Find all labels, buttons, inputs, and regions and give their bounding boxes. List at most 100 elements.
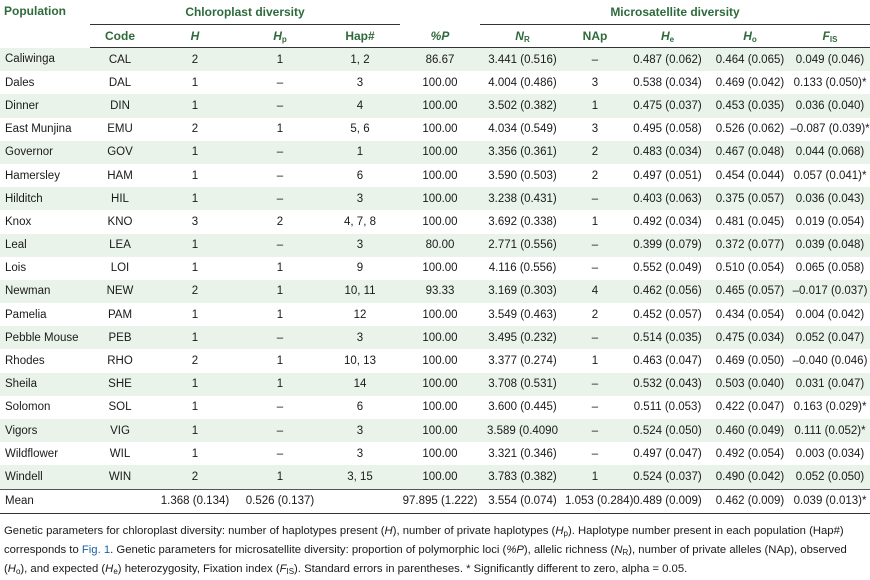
- cell-fis: 0.163 (0.029)*: [793, 401, 867, 414]
- cell-he: 0.524 (0.050): [625, 419, 710, 443]
- cell-fis: –0.087 (0.039)*: [790, 123, 870, 136]
- cell-fis: –0.040 (0.046): [792, 355, 868, 368]
- cell-hp: 1: [240, 279, 320, 304]
- cell-code: LEA: [90, 233, 150, 257]
- cell-nap: 1: [591, 355, 599, 368]
- cell-ho: 0.465 (0.057): [710, 279, 790, 304]
- cell-ho: 0.375 (0.057): [710, 187, 790, 211]
- cell-hp: –: [276, 401, 284, 414]
- mean-h: 1.368 (0.134): [150, 488, 240, 514]
- cell-nr: 3.549 (0.463): [488, 308, 557, 321]
- cell-nr: 4.034 (0.549): [488, 123, 557, 136]
- cell-population: Rhodes: [5, 355, 45, 368]
- cell-pct-p: 100.00: [422, 355, 458, 368]
- cell-population: Dinner: [0, 94, 90, 118]
- cell-h: 1: [191, 447, 199, 460]
- table-row: Newman NEW 2 1 10, 11 93.33 3.169 (0.303) 4 0.46…: [0, 279, 870, 304]
- cell-pct-p: 100.00: [422, 447, 458, 460]
- header-pct-p: %P: [400, 24, 480, 48]
- cell-fis: 0.044 (0.068): [790, 140, 870, 164]
- cell-h: 1: [191, 401, 199, 414]
- cell-code: GOV: [90, 140, 150, 164]
- figure-link[interactable]: Fig. 1: [81, 544, 111, 556]
- cell-hap: 12: [353, 308, 367, 321]
- cell-fis: 0.111 (0.052)*: [790, 419, 870, 443]
- cell-code: PEB: [90, 326, 150, 350]
- cell-hp: –: [240, 94, 320, 118]
- cell-population: Lois: [5, 262, 27, 275]
- cell-code: EMU: [107, 123, 133, 136]
- table-row: Caliwinga CAL 2 1 1, 2 86.67 3.441 (0.516) –0.4…: [0, 47, 870, 72]
- cell-nr: 3.590 (0.503): [488, 169, 557, 182]
- cell-code: HIL: [90, 187, 150, 211]
- cell-ho: 0.510 (0.054): [715, 262, 785, 275]
- cell-population: Wildflower: [5, 447, 59, 460]
- mean-nap: 1.053 (0.284): [565, 488, 633, 514]
- cell-nr: 3.377 (0.274): [488, 355, 557, 368]
- cell-code: CAL: [90, 47, 150, 72]
- cell-nr: 3.692 (0.338): [488, 215, 557, 228]
- cell-fis: 0.036 (0.043): [790, 187, 870, 211]
- cell-nap: 3: [591, 76, 599, 89]
- cell-nap: 3: [591, 123, 599, 136]
- table-row: Wildflower WIL 1 – 3 100.00 3.321 (0.346) – 0.49…: [0, 442, 870, 465]
- cell-pct-p: 80.00: [400, 233, 480, 257]
- cell-pct-p: 100.00: [400, 187, 480, 211]
- cell-h: 1: [150, 372, 240, 396]
- cell-pct-p: 100.00: [422, 215, 458, 228]
- cell-nr: 3.321 (0.346): [488, 447, 557, 460]
- table-row: Pebble Mouse PEB 1–3 100.00 3.495 (0.232) –0.…: [0, 326, 870, 350]
- cell-h: 1: [150, 187, 240, 211]
- cell-hap: 3: [320, 233, 400, 257]
- table-row: Pamelia PAM 1 1 12 100.00 3.549 (0.463) 2 0.452 …: [0, 303, 870, 326]
- cell-population: Hilditch: [0, 187, 90, 211]
- table-row: Dinner DIN 1–4 100.00 3.502 (0.382) 1 0.475 (0…: [0, 94, 870, 118]
- cell-code: LOI: [110, 262, 130, 275]
- cell-ho: 0.492 (0.054): [715, 447, 785, 460]
- cell-fis: 0.003 (0.034): [795, 447, 865, 460]
- cell-he: 0.487 (0.062): [625, 47, 710, 72]
- cell-pct-p: 93.33: [400, 279, 480, 304]
- cell-fis: 0.004 (0.042): [795, 308, 865, 321]
- cell-ho: 0.372 (0.077): [710, 233, 790, 257]
- cell-nr: 3.495 (0.232): [480, 326, 565, 350]
- cell-code: DIN: [90, 94, 150, 118]
- cell-hp: –: [240, 140, 320, 164]
- cell-fis: 0.065 (0.058): [795, 262, 865, 275]
- cell-population: East Munjina: [5, 123, 72, 136]
- cell-he: 0.495 (0.058): [633, 123, 702, 136]
- cell-code: NEW: [90, 279, 150, 304]
- table-row: Knox KNO 3 2 4, 7, 8 100.00 3.692 (0.338) 1 0.49…: [0, 210, 870, 233]
- cell-he: 0.532 (0.043): [625, 372, 710, 396]
- header-population: Population: [4, 4, 66, 18]
- cell-population: Newman: [0, 279, 90, 304]
- cell-he: 0.538 (0.034): [633, 76, 702, 89]
- cell-code: PAM: [107, 308, 133, 321]
- cell-hap: 4, 7, 8: [344, 215, 376, 228]
- cell-nr: 3.441 (0.516): [480, 47, 565, 72]
- cell-hap: 14: [320, 372, 400, 396]
- cell-nr: 4.116 (0.556): [488, 262, 557, 275]
- cell-pct-p: 100.00: [400, 465, 480, 490]
- cell-ho: 0.434 (0.054): [715, 308, 785, 321]
- cell-nap: –: [565, 47, 625, 72]
- cell-nr: 3.502 (0.382): [480, 94, 565, 118]
- cell-h: 2: [191, 355, 199, 368]
- cell-fis: 0.133 (0.050)*: [793, 76, 867, 89]
- cell-hap: 3: [356, 76, 364, 89]
- cell-ho: 0.526 (0.062): [715, 123, 785, 136]
- mean-hap: [320, 488, 400, 514]
- cell-he: 0.462 (0.056): [625, 279, 710, 304]
- cell-hap: 3: [320, 326, 400, 350]
- cell-h: 3: [191, 215, 199, 228]
- cell-pct-p: 100.00: [422, 76, 458, 89]
- cell-h: 1: [150, 94, 240, 118]
- cell-pct-p: 100.00: [422, 308, 458, 321]
- cell-population: Pebble Mouse: [0, 326, 90, 350]
- cell-h: 1: [191, 262, 199, 275]
- cell-ho: 0.422 (0.047): [715, 401, 785, 414]
- cell-hap: 3: [320, 187, 400, 211]
- cell-he: 0.497 (0.047): [633, 447, 702, 460]
- cell-h: 1: [150, 419, 240, 443]
